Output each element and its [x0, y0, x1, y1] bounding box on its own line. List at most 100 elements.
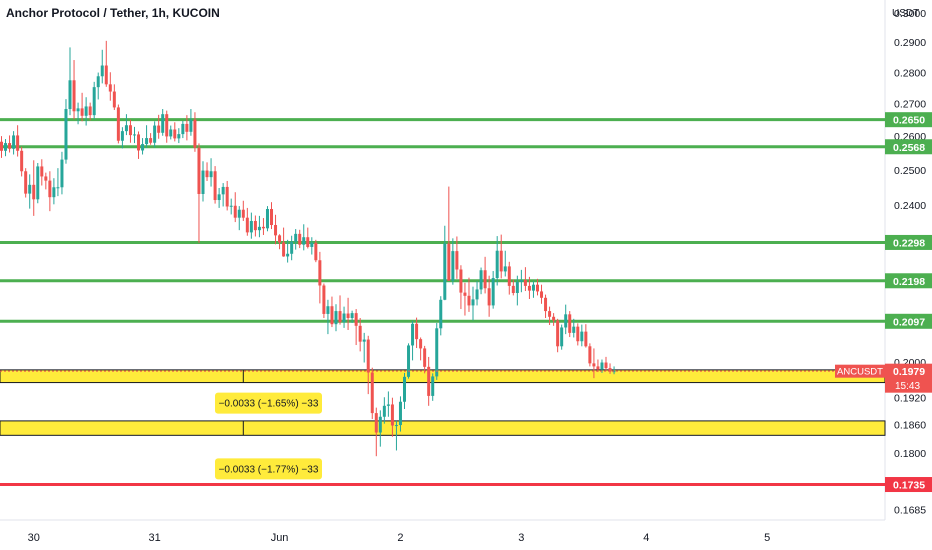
candle-body: [423, 348, 427, 367]
x-tick-label: 2: [397, 532, 403, 544]
candle-body: [403, 376, 406, 402]
candle-body: [326, 306, 330, 314]
candle-body: [548, 311, 552, 317]
level-price-tag: [885, 273, 932, 289]
candle-body: [197, 147, 201, 194]
candle-body: [523, 279, 527, 286]
candle-body: [237, 209, 241, 218]
candle-body: [80, 108, 84, 116]
candle-body: [104, 65, 108, 85]
candle-body: [519, 279, 523, 282]
candle-body: [419, 339, 423, 349]
candle-body: [556, 320, 560, 347]
y-tick-label: 0.1920: [894, 392, 926, 404]
candle-body: [394, 425, 398, 427]
candle-body: [153, 125, 157, 143]
candle-body: [278, 235, 282, 243]
candle-body: [201, 170, 205, 194]
candle-body: [20, 150, 24, 172]
level-price-label: 0.2298: [893, 237, 925, 249]
y-tick-label: 0.3000: [894, 8, 926, 20]
candle-body: [48, 180, 52, 198]
candle-body: [435, 328, 439, 377]
candle-body: [382, 405, 386, 417]
candle-body: [572, 326, 576, 333]
candle-body: [185, 123, 189, 132]
candle-body: [608, 368, 612, 372]
candle-body: [455, 251, 459, 270]
candle-body: [338, 311, 342, 323]
candle-body: [233, 205, 237, 218]
candle-body: [350, 313, 354, 319]
candle-body: [141, 144, 145, 151]
candle-body: [584, 331, 588, 347]
x-tick-label: 4: [643, 532, 649, 544]
level-price-label: 0.2568: [893, 142, 925, 154]
candle-body: [177, 134, 181, 139]
candle-body: [431, 376, 435, 396]
candle-body: [16, 135, 20, 151]
candle-body: [415, 323, 419, 340]
candle-body: [8, 143, 12, 149]
candle-body: [225, 186, 229, 207]
y-tick-label: 0.1860: [894, 420, 926, 432]
candle-body: [471, 299, 475, 306]
candle-body: [60, 159, 64, 188]
candle-body: [491, 278, 495, 306]
candle-body: [137, 134, 141, 151]
candle-body: [84, 106, 88, 116]
candle-body: [511, 285, 515, 294]
level-price-tag: [885, 477, 932, 493]
candle-body: [507, 266, 511, 286]
candle-body: [36, 166, 40, 200]
candle-body: [249, 220, 253, 233]
candle-body: [366, 339, 370, 373]
candle-body: [28, 184, 32, 194]
level-price-tag: [885, 313, 932, 329]
level-price-label: 0.2650: [893, 115, 925, 127]
candle-body: [495, 250, 499, 279]
candle-body: [290, 241, 294, 254]
symbol-tag: [835, 364, 885, 378]
candle-body: [245, 217, 249, 233]
chart-title: Anchor Protocol / Tether, 1h, KUCOIN: [6, 6, 220, 20]
candle-body: [205, 170, 209, 178]
x-tick-label: 30: [28, 532, 40, 544]
candle-body: [193, 119, 197, 148]
candle-body: [487, 288, 491, 306]
candle-body: [72, 80, 76, 112]
candle-body: [467, 295, 471, 306]
candle-body: [600, 362, 604, 370]
candle-body: [378, 416, 382, 433]
candle-body: [298, 233, 302, 245]
y-tick-label: 0.1685: [894, 505, 926, 517]
candle-body: [443, 243, 447, 300]
candle-body: [576, 326, 580, 342]
measure-label-box: [215, 458, 322, 480]
candle-body: [386, 404, 390, 406]
candle-body: [274, 225, 278, 236]
candle-body: [221, 186, 225, 195]
level-price-tag: [885, 112, 932, 128]
candle-body: [604, 362, 608, 369]
candle-body: [209, 171, 213, 178]
candle-body: [124, 125, 128, 132]
candles-group: [0, 40, 616, 457]
candle-body: [427, 366, 431, 396]
candle-body: [64, 109, 68, 160]
candle-body: [314, 242, 318, 261]
candle-body: [116, 107, 120, 141]
candle-body: [531, 284, 535, 291]
candle-body: [68, 80, 72, 110]
candle-body: [257, 226, 261, 231]
symbol-tag-label: ANCUSDT: [837, 367, 883, 378]
candle-body: [374, 413, 378, 433]
candle-body: [88, 106, 92, 116]
candle-body: [4, 143, 8, 151]
candle-body: [286, 253, 290, 257]
candle-body: [92, 87, 96, 116]
candle-body: [407, 345, 411, 377]
x-tick-label: Jun: [271, 532, 289, 544]
